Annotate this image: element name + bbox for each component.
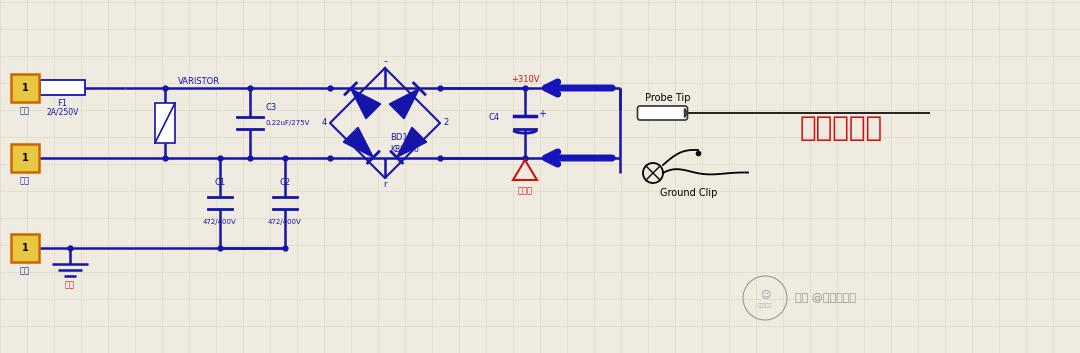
- FancyBboxPatch shape: [156, 103, 175, 143]
- Text: 472/400V: 472/400V: [268, 219, 302, 225]
- FancyBboxPatch shape: [11, 144, 39, 172]
- FancyBboxPatch shape: [11, 74, 39, 102]
- Text: 初级地: 初级地: [517, 186, 532, 195]
- Text: 零线: 零线: [21, 176, 30, 185]
- Text: 1: 1: [22, 243, 28, 253]
- Polygon shape: [396, 127, 427, 157]
- Polygon shape: [343, 127, 374, 157]
- Text: Probe Tip: Probe Tip: [645, 93, 690, 103]
- Text: 大地: 大地: [65, 280, 75, 289]
- FancyBboxPatch shape: [637, 106, 688, 120]
- Text: +: +: [538, 109, 546, 119]
- Text: C4: C4: [489, 114, 500, 122]
- FancyBboxPatch shape: [40, 80, 85, 96]
- Text: +310V: +310V: [511, 75, 539, 84]
- Text: ☺: ☺: [760, 289, 770, 299]
- Polygon shape: [389, 89, 419, 119]
- Text: 1: 1: [22, 153, 28, 163]
- Text: 4: 4: [322, 119, 327, 127]
- Text: 大地: 大地: [21, 266, 30, 275]
- FancyBboxPatch shape: [11, 234, 39, 262]
- Text: 472/400V: 472/400V: [203, 219, 237, 225]
- Polygon shape: [351, 89, 380, 119]
- Text: -: -: [383, 56, 387, 66]
- Text: C1: C1: [215, 178, 226, 187]
- Text: KBL206: KBL206: [390, 145, 419, 154]
- Polygon shape: [685, 108, 688, 118]
- Text: C2: C2: [280, 178, 291, 187]
- Text: 火线: 火线: [21, 106, 30, 115]
- Text: 示波器探头: 示波器探头: [800, 114, 883, 142]
- Text: 1: 1: [22, 83, 28, 93]
- Text: C3: C3: [266, 103, 278, 113]
- Text: Ground Clip: Ground Clip: [660, 188, 717, 198]
- Text: 头条 @瞬柯论电子: 头条 @瞬柯论电子: [795, 293, 856, 303]
- Text: BD1: BD1: [390, 133, 407, 142]
- Text: VARISTOR: VARISTOR: [178, 77, 220, 86]
- Text: r: r: [383, 180, 387, 189]
- Text: 电路一点通: 电路一点通: [758, 304, 772, 309]
- Text: 2A/250V: 2A/250V: [46, 108, 79, 117]
- Text: 0.22uF/275V: 0.22uF/275V: [266, 120, 310, 126]
- Text: 2: 2: [443, 119, 448, 127]
- Text: F1: F1: [57, 99, 68, 108]
